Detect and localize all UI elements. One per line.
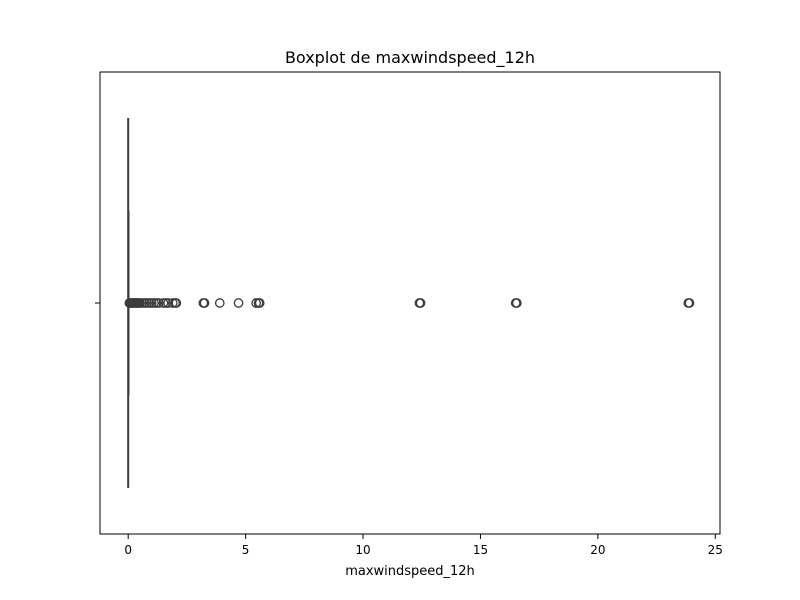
x-axis-label: maxwindspeed_12h [345, 564, 475, 579]
x-axis-tick-label: 20 [590, 543, 605, 557]
x-axis: 0 5 10 15 20 25 [124, 534, 723, 557]
outlier-point [214, 298, 225, 308]
x-axis-tick-label: 25 [708, 543, 723, 557]
outlier-point [684, 298, 695, 308]
chart-title: Boxplot de maxwindspeed_12h [285, 48, 535, 68]
outlier-point [233, 298, 244, 308]
outlier-point [415, 298, 426, 308]
plot-frame [99, 71, 721, 535]
outlier-point [512, 298, 522, 308]
outlier-point [254, 298, 265, 308]
x-axis-tick-label: 15 [473, 543, 488, 557]
x-axis-tick-label: 10 [355, 543, 370, 557]
x-axis-tick-label: 0 [124, 543, 132, 557]
x-axis-tick-label: 5 [242, 543, 250, 557]
outlier-point [153, 298, 164, 308]
outlier-point [171, 298, 182, 308]
outlier-point [199, 298, 210, 308]
outlier-group [124, 298, 695, 308]
